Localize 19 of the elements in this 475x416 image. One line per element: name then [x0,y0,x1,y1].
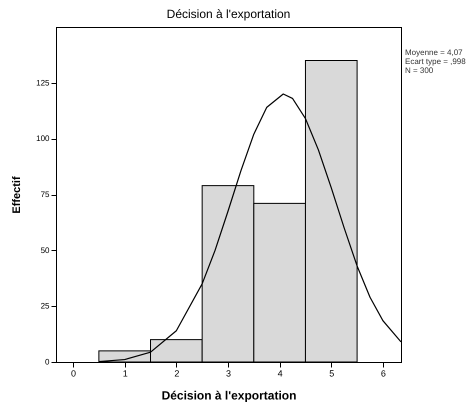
y-tick-label: 75 [40,190,50,199]
y-tick-label: 25 [40,302,50,311]
x-tick-label: 6 [380,368,386,378]
x-tick-label: 1 [122,368,128,378]
text: N = 300 [405,66,434,75]
x-axis-title: Décision à l'exportation [162,388,296,402]
x-tick-label: 3 [226,368,231,378]
y-tick-label: 50 [40,246,50,255]
text: Ecart type = ,998 [405,57,466,66]
x-tick-label: 4 [278,368,283,378]
y-axis-title: Effectif [11,176,24,214]
y-tick-label: 100 [36,134,50,144]
y-tick-label: 125 [36,78,50,88]
y-tick-label: 0 [45,358,50,366]
x-tick-label: 5 [329,368,334,378]
x-tick-label: 2 [174,368,180,378]
text: Moyenne = 4,07 [405,48,464,57]
x-tick-label: 0 [71,368,76,378]
chart-title: Décision à l'exportation [166,7,290,21]
